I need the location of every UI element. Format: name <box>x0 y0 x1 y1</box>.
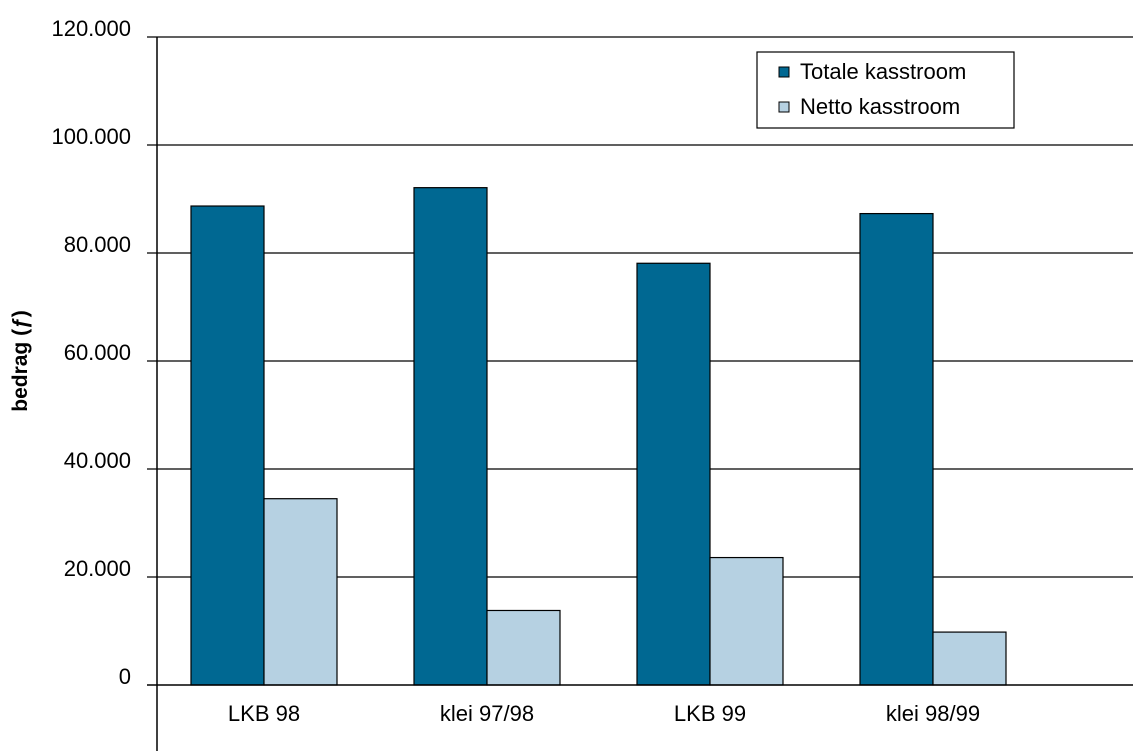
bars <box>190 187 1007 686</box>
y-tick-label: 100.000 <box>51 124 131 149</box>
x-tick-label: klei 97/98 <box>440 701 534 726</box>
bar-totale-2 <box>636 262 711 686</box>
bar-netto-0 <box>263 498 338 686</box>
legend-label: Netto kasstroom <box>800 94 960 119</box>
legend: Totale kasstroom Netto kasstroom <box>756 51 1015 129</box>
legend-swatch <box>778 101 790 113</box>
bar-totale-1 <box>413 187 488 686</box>
y-tick-labels: 0 20.000 40.000 60.000 80.000 100.000 120.000 <box>51 16 131 689</box>
axes <box>147 37 1133 751</box>
y-tick-label: 0 <box>119 664 131 689</box>
legend-swatch <box>778 66 790 78</box>
x-tick-label: LKB 99 <box>674 701 746 726</box>
y-axis-title: bedrag (ƒ) <box>9 310 32 412</box>
x-tick-label: klei 98/99 <box>886 701 980 726</box>
legend-box <box>756 51 1015 129</box>
bar-totale-0 <box>190 205 265 686</box>
bar-netto-2 <box>709 556 784 686</box>
y-tick-label: 20.000 <box>64 556 131 581</box>
legend-items: Totale kasstroom Netto kasstroom <box>778 59 966 119</box>
y-tick-label: 60.000 <box>64 340 131 365</box>
bar-netto-1 <box>486 609 561 686</box>
x-tick-label: LKB 98 <box>228 701 300 726</box>
legend-label: Totale kasstroom <box>800 59 966 84</box>
y-tick-label: 80.000 <box>64 232 131 257</box>
bar-netto-3 <box>932 631 1007 686</box>
y-tick-label: 40.000 <box>64 448 131 473</box>
bar-totale-3 <box>859 212 934 686</box>
x-tick-labels: LKB 98 klei 97/98 LKB 99 klei 98/99 <box>228 701 980 726</box>
y-tick-label: 120.000 <box>51 16 131 41</box>
